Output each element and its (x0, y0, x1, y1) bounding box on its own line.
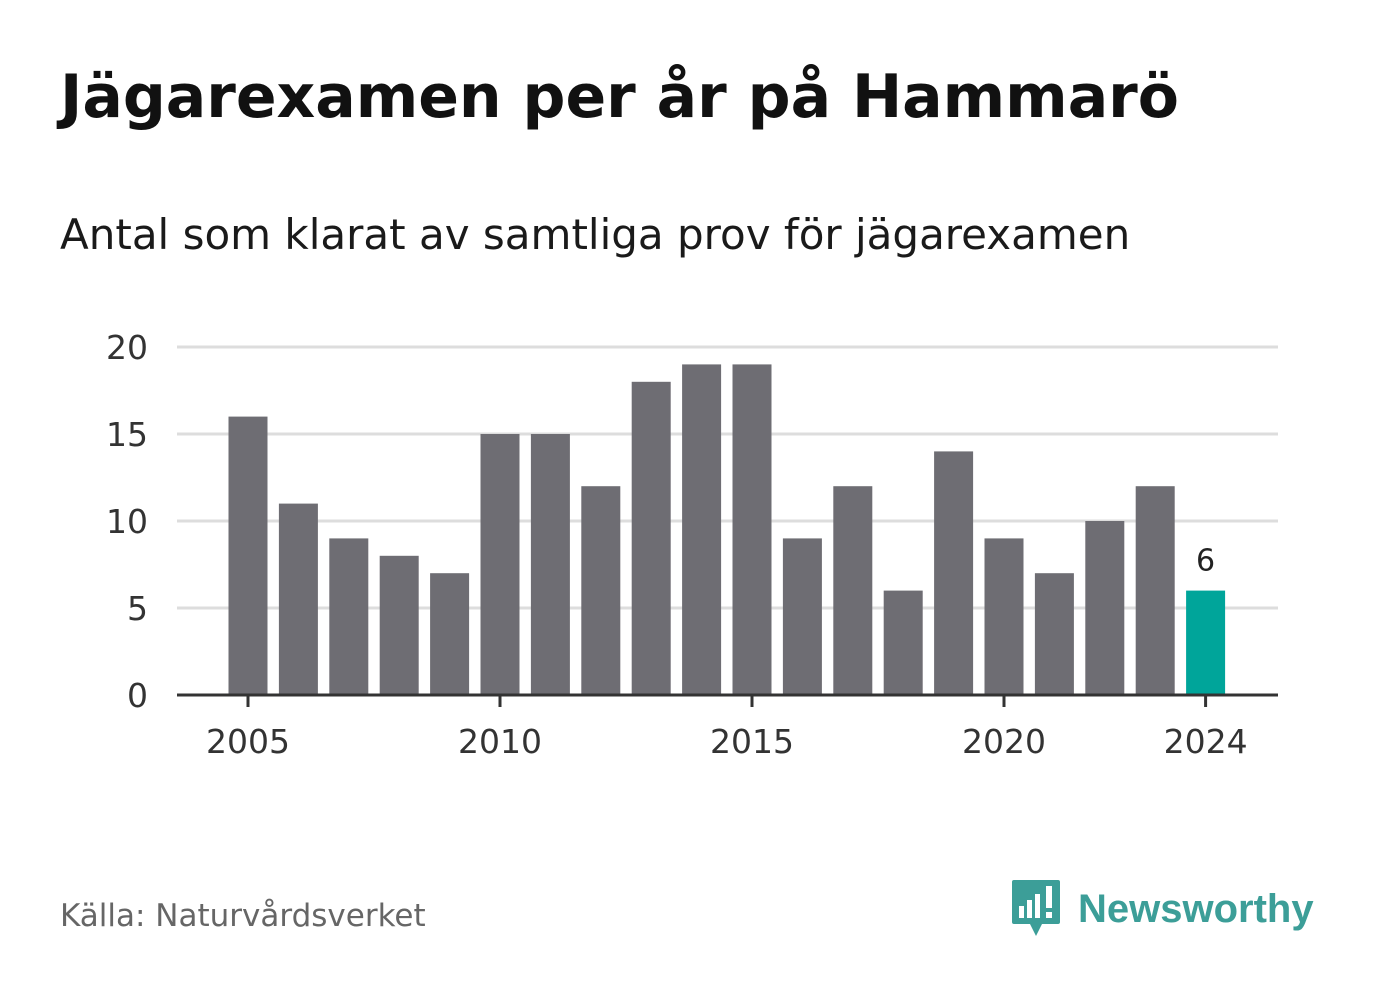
bar (1135, 486, 1175, 695)
bar (530, 434, 570, 695)
x-tick-label: 2005 (206, 722, 290, 761)
y-tick-label: 15 (106, 415, 148, 454)
bar (883, 590, 923, 695)
bar (228, 416, 268, 695)
bar (1034, 573, 1074, 695)
bar (631, 381, 671, 695)
bar-chart-speech-bubble-icon (1012, 880, 1060, 936)
data-label: 6 (1196, 544, 1215, 579)
x-tick-label: 2024 (1164, 722, 1248, 761)
brand-logo: Newsworthy (1010, 878, 1314, 940)
chart-subtitle: Antal som klarat av samtliga prov för jä… (60, 210, 1131, 259)
bar (379, 555, 419, 695)
bar (1085, 521, 1125, 695)
x-axis-ticks: 2005 2010 2015 2020 2024 (206, 695, 1248, 761)
data-labels: 6 (1196, 544, 1215, 579)
x-tick-label: 2010 (458, 722, 542, 761)
bar (329, 538, 369, 695)
bar (581, 486, 621, 695)
bar (732, 364, 772, 695)
bar (934, 451, 974, 695)
bar (480, 434, 520, 695)
bar (430, 573, 470, 695)
x-tick-label: 2020 (962, 722, 1046, 761)
bar (278, 503, 318, 695)
bar (682, 364, 722, 695)
brand-name: Newsworthy (1078, 886, 1314, 931)
bar (782, 538, 822, 695)
x-tick-label: 2015 (710, 722, 794, 761)
y-tick-label: 0 (127, 676, 148, 715)
y-axis-ticks: 0 5 10 15 20 (106, 328, 148, 715)
bar (1186, 590, 1226, 695)
y-tick-label: 20 (106, 328, 148, 367)
bar (984, 538, 1024, 695)
chart-title: Jägarexamen per år på Hammarö (60, 62, 1179, 132)
bar-chart: 0 5 10 15 20 2005 2010 2015 2020 2024 6 (106, 328, 1278, 761)
bars (228, 364, 1226, 695)
bar (833, 486, 873, 695)
y-tick-label: 10 (106, 502, 148, 541)
source-note: Källa: Naturvårdsverket (60, 898, 426, 934)
y-tick-label: 5 (127, 589, 148, 628)
